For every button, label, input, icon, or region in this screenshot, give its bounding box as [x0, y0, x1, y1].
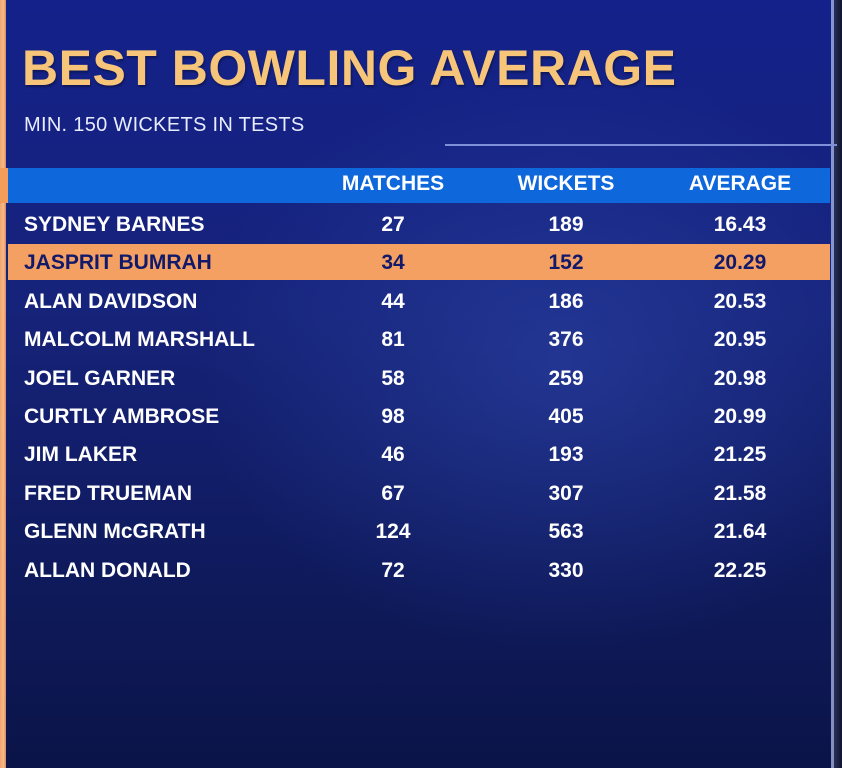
average-value: 20.95: [713, 328, 767, 352]
player-name: JASPRIT BUMRAH: [24, 251, 212, 275]
player-name: ALLAN DONALD: [24, 558, 191, 582]
matches-value: 124: [375, 520, 411, 544]
table-row-highlighted: JASPRIT BUMRAH 34 152 20.29: [8, 244, 830, 281]
table-row: GLENN McGRATH 124 563 21.64: [8, 513, 830, 549]
player-name: GLENN McGRATH: [24, 520, 206, 544]
average-value: 21.25: [713, 443, 767, 467]
player-name: FRED TRUEMAN: [24, 481, 192, 505]
matches-value: 27: [381, 213, 405, 236]
header-accent-tab: [0, 168, 8, 203]
average-value: 22.25: [713, 558, 767, 582]
table-row: ALAN DAVIDSON 44 186 20.53: [8, 283, 830, 319]
table-row: JIM LAKER 46 193 21.25: [8, 436, 830, 472]
wickets-value: 330: [548, 558, 584, 582]
right-frame-edge: [834, 0, 842, 768]
page-title: BEST BOWLING AVERAGE: [22, 40, 677, 96]
table-row: JOEL GARNER 58 259 20.98: [8, 360, 830, 396]
column-header-wickets: WICKETS: [517, 172, 615, 195]
table-header-bar: [0, 168, 830, 203]
average-value: 21.58: [713, 481, 767, 505]
player-name: JIM LAKER: [24, 443, 138, 467]
matches-value: 67: [381, 481, 405, 505]
table-row: CURTLY AMBROSE 98 405 20.99: [8, 398, 830, 434]
average-value: 20.99: [713, 405, 767, 428]
table-row: SYDNEY BARNES 27 189 16.43: [8, 206, 830, 242]
wickets-value: 563: [548, 520, 584, 544]
wickets-value: 186: [548, 289, 584, 313]
player-name: JOEL GARNER: [24, 366, 176, 390]
matches-value: 46: [381, 443, 405, 467]
table-row: MALCOLM MARSHALL 81 376 20.95: [8, 321, 830, 357]
wickets-value: 307: [548, 481, 584, 505]
title-divider: [445, 144, 837, 146]
matches-value: 34: [381, 251, 405, 275]
average-value: 20.98: [713, 366, 767, 390]
average-value: 16.43: [713, 213, 767, 236]
player-name: SYDNEY BARNES: [24, 213, 205, 236]
column-header-average: AVERAGE: [688, 172, 792, 195]
average-value: 21.64: [713, 520, 767, 544]
right-edge-line: [831, 0, 834, 768]
wickets-value: 152: [548, 251, 584, 275]
column-header-matches: MATCHES: [341, 172, 445, 195]
player-name: MALCOLM MARSHALL: [24, 328, 255, 352]
subtitle: MIN. 150 WICKETS IN TESTS: [24, 114, 305, 136]
matches-value: 81: [381, 328, 405, 352]
table-row: ALLAN DONALD 72 330 22.25: [8, 552, 830, 588]
wickets-value: 405: [548, 405, 584, 428]
matches-value: 44: [381, 289, 405, 313]
average-value: 20.53: [713, 289, 767, 313]
left-accent-edge: [0, 0, 6, 768]
wickets-value: 259: [548, 366, 584, 390]
matches-value: 58: [381, 366, 405, 390]
wickets-value: 189: [548, 213, 584, 236]
wickets-value: 376: [548, 328, 584, 352]
matches-value: 98: [381, 405, 405, 428]
player-name: CURTLY AMBROSE: [24, 405, 220, 428]
matches-value: 72: [381, 558, 405, 582]
table-row: FRED TRUEMAN 67 307 21.58: [8, 475, 830, 511]
wickets-value: 193: [548, 443, 584, 467]
player-name: ALAN DAVIDSON: [24, 289, 198, 313]
average-value: 20.29: [713, 251, 767, 275]
